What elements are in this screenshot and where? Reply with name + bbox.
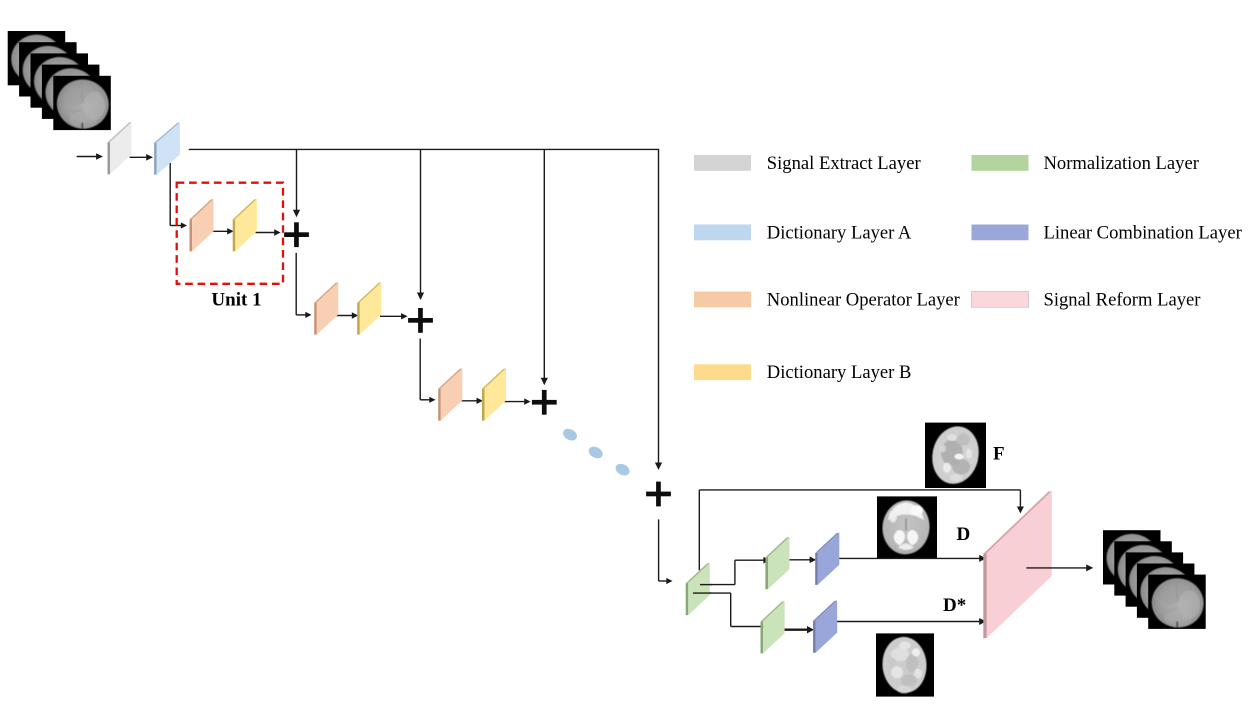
svg-text:Dictionary Layer A: Dictionary Layer A [767, 222, 912, 243]
svg-text:Signal Extract Layer: Signal Extract Layer [767, 153, 922, 174]
svg-text:Linear Combination Layer: Linear Combination Layer [1044, 222, 1243, 243]
svg-text:D: D [957, 524, 971, 545]
svg-text:Nonlinear Operator Layer: Nonlinear Operator Layer [767, 289, 961, 310]
svg-text:F: F [993, 444, 1005, 465]
svg-text:Normalization Layer: Normalization Layer [1044, 153, 1200, 174]
svg-text:D*: D* [943, 595, 966, 616]
svg-text:Unit 1: Unit 1 [211, 290, 261, 311]
svg-text:Signal Reform Layer: Signal Reform Layer [1044, 289, 1202, 310]
svg-text:Dictionary Layer B: Dictionary Layer B [767, 362, 912, 383]
